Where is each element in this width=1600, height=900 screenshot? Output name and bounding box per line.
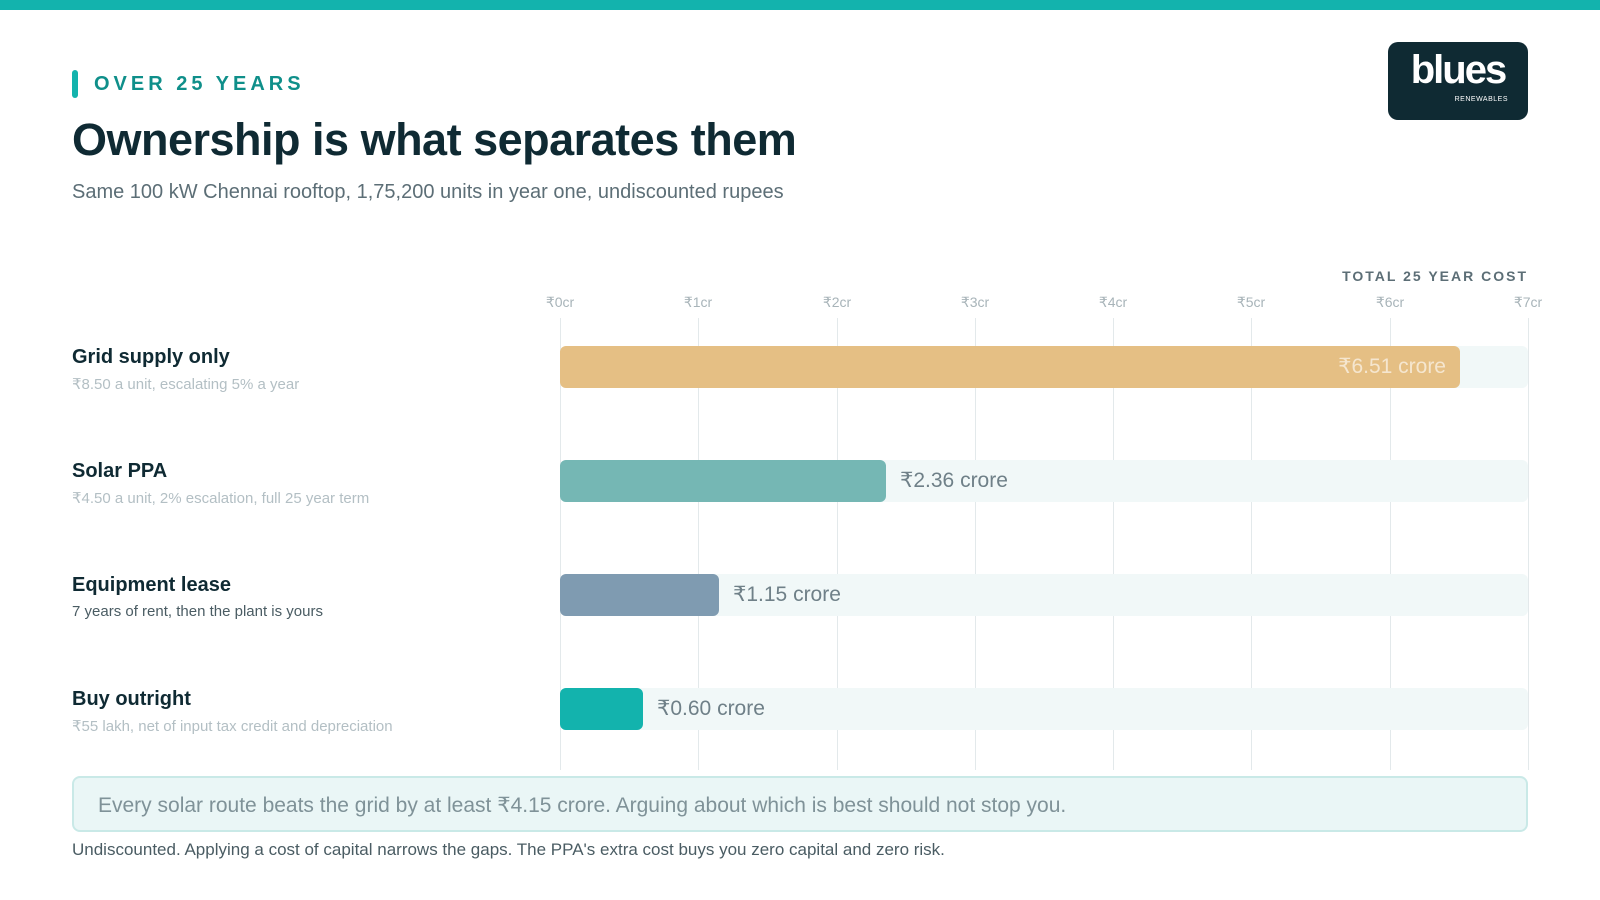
top-accent-bar [0, 0, 1600, 10]
page-title: Ownership is what separates them [72, 114, 797, 165]
logo-subtext: RENEWABLES [1454, 96, 1508, 103]
bar [560, 460, 886, 502]
category-label: Grid supply only [72, 346, 230, 368]
x-tick-label: ₹4cr [1098, 294, 1128, 310]
gridline [698, 318, 699, 770]
brand-logo: blues RENEWABLES [1388, 42, 1528, 120]
x-tick-label: ₹2cr [822, 294, 852, 310]
axis-caption: TOTAL 25 YEAR COST [1342, 268, 1528, 284]
bar-track [560, 574, 1528, 616]
category-description: ₹55 lakh, net of input tax credit and de… [72, 718, 393, 735]
x-tick-label: ₹0cr [545, 294, 575, 310]
gridline [975, 318, 976, 770]
callout-text: Every solar route beats the grid by at l… [98, 794, 1067, 817]
category-label: Buy outright [72, 688, 191, 710]
category-description: 7 years of rent, then the plant is yours [72, 603, 323, 620]
gridline [1251, 318, 1252, 770]
category-description: ₹8.50 a unit, escalating 5% a year [72, 376, 300, 393]
footnote: Undiscounted. Applying a cost of capital… [72, 840, 945, 859]
x-tick-label: ₹5cr [1236, 294, 1266, 310]
bar-track [560, 688, 1528, 730]
gridline [1113, 318, 1114, 770]
bar-value-label: ₹2.36 crore [900, 469, 1008, 492]
gridline [1390, 318, 1391, 770]
x-tick-label: ₹1cr [683, 294, 713, 310]
x-tick-label: ₹3cr [960, 294, 990, 310]
x-tick-label: ₹6cr [1375, 294, 1405, 310]
category-description: ₹4.50 a unit, 2% escalation, full 25 yea… [72, 490, 370, 507]
gridline [1528, 318, 1529, 770]
eyebrow-marker [72, 70, 78, 98]
page-subtitle: Same 100 kW Chennai rooftop, 1,75,200 un… [72, 181, 784, 203]
eyebrow-text: OVER 25 YEARS [94, 72, 305, 95]
bar-value-label: ₹6.51 crore [1338, 355, 1446, 378]
gridline [837, 318, 838, 770]
category-label: Solar PPA [72, 460, 168, 482]
bar [560, 688, 643, 730]
bar [560, 346, 1460, 388]
eyebrow: OVER 25 YEARS [72, 70, 305, 98]
callout-box: Every solar route beats the grid by at l… [72, 776, 1528, 832]
category-label: Equipment lease [72, 574, 231, 596]
bar-value-label: ₹1.15 crore [733, 583, 841, 606]
bar [560, 574, 719, 616]
logo-wordmark: blues [1410, 48, 1507, 92]
gridline [560, 318, 561, 770]
x-tick-label: ₹7cr [1513, 294, 1543, 310]
bar-value-label: ₹0.60 crore [657, 697, 765, 720]
